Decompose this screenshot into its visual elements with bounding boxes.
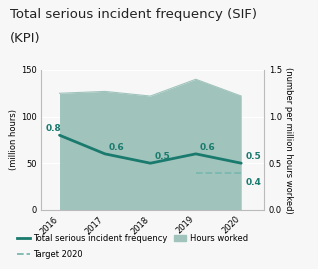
- Text: Total serious incident frequency (SIF): Total serious incident frequency (SIF): [10, 8, 257, 21]
- Text: 0.8: 0.8: [45, 124, 61, 133]
- Legend: Target 2020: Target 2020: [14, 246, 86, 262]
- Text: 0.5: 0.5: [155, 152, 170, 161]
- Y-axis label: (number per million hours worked): (number per million hours worked): [284, 66, 293, 213]
- Text: 0.4: 0.4: [245, 178, 261, 187]
- Text: (KPI): (KPI): [10, 32, 40, 45]
- Text: 0.5: 0.5: [245, 152, 261, 161]
- Text: 0.6: 0.6: [200, 143, 216, 152]
- Text: 0.6: 0.6: [109, 143, 125, 152]
- Legend: Total serious incident frequency, Hours worked: Total serious incident frequency, Hours …: [14, 230, 251, 246]
- Y-axis label: (million hours): (million hours): [9, 109, 18, 170]
